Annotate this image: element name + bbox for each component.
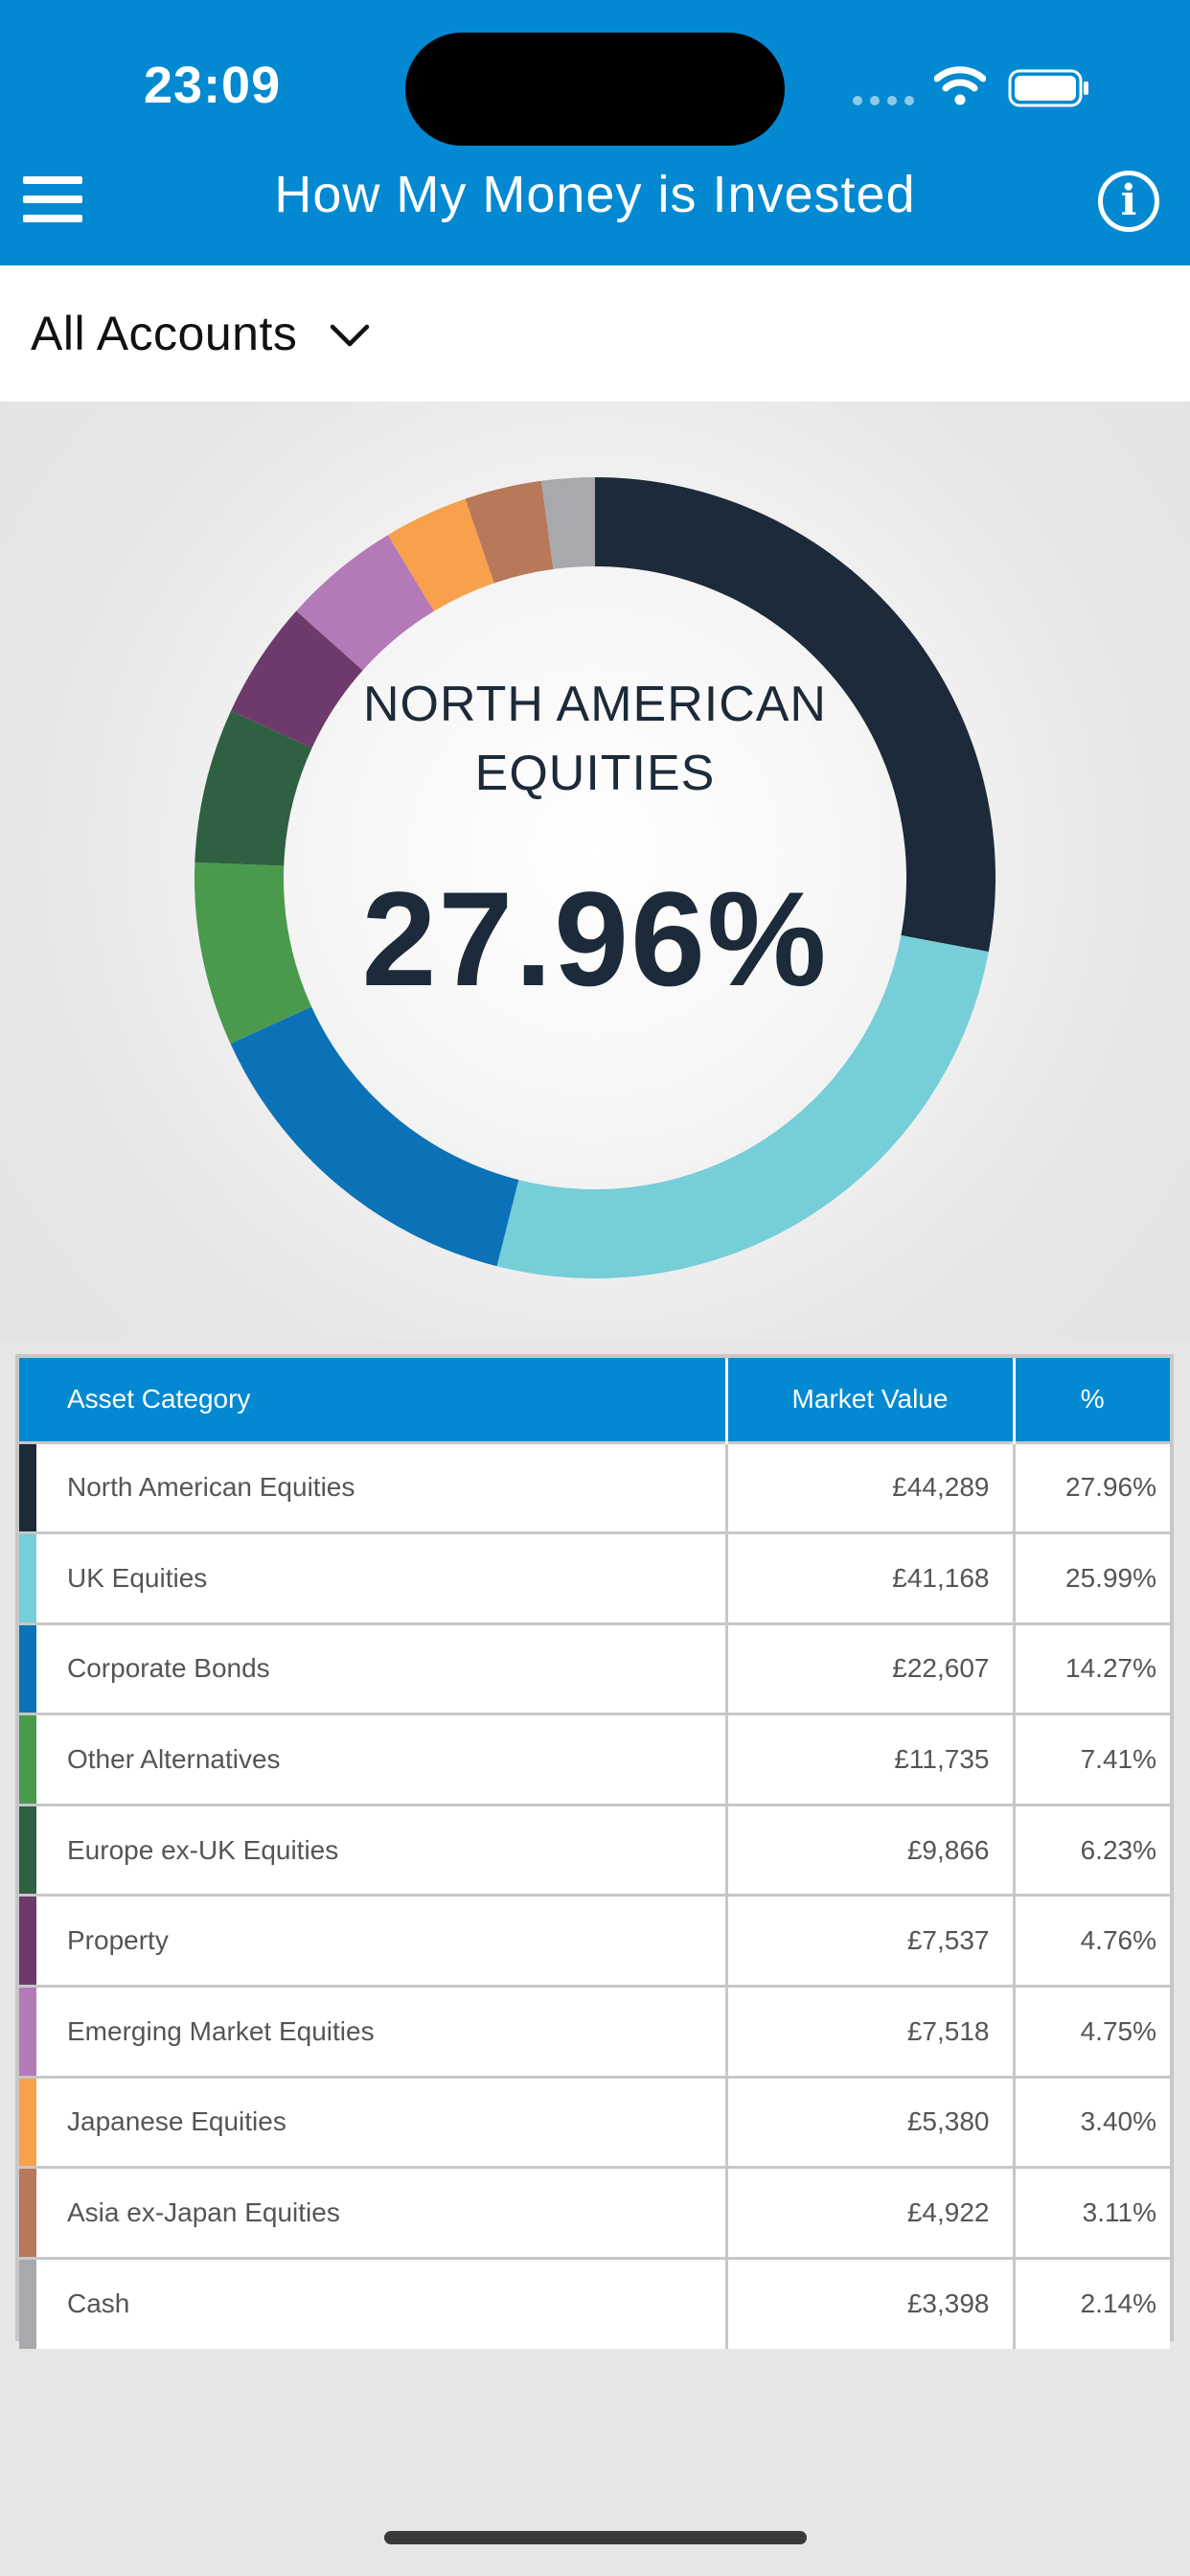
header-percent: % xyxy=(1014,1358,1170,1442)
status-time: 23:09 xyxy=(144,57,282,114)
account-selector-label: All Accounts xyxy=(31,307,298,360)
market-value-cell: £3,398 xyxy=(726,2256,1016,2349)
table-row[interactable]: Cash £3,398 2.14% xyxy=(19,2256,1170,2349)
menu-icon[interactable] xyxy=(23,176,82,222)
chart-center-label: NORTH AMERICAN EQUITIES xyxy=(308,670,882,808)
asset-category-cell: Property xyxy=(19,1894,728,1987)
market-value-cell: £9,866 xyxy=(726,1803,1016,1896)
asset-category-label: North American Equities xyxy=(67,1472,355,1503)
asset-category-cell: Cash xyxy=(19,2256,728,2349)
donut-slice[interactable] xyxy=(296,535,434,671)
asset-category-cell: North American Equities xyxy=(19,1440,728,1533)
chart-center-label-line1: NORTH AMERICAN xyxy=(363,677,827,732)
market-value-cell: £7,518 xyxy=(726,1985,1016,2078)
percent-cell: 4.75% xyxy=(1014,1985,1170,2078)
asset-category-label: Europe ex-UK Equities xyxy=(67,1834,339,1865)
page-title: How My Money is Invested xyxy=(274,166,916,223)
donut-slice[interactable] xyxy=(387,498,494,611)
donut-slice[interactable] xyxy=(540,477,595,569)
donut-slice[interactable] xyxy=(496,934,989,1278)
asset-category-label: Asia ex-Japan Equities xyxy=(67,2197,340,2228)
table-row[interactable]: Emerging Market Equities £7,518 4.75% xyxy=(19,1985,1170,2078)
table-row[interactable]: UK Equities £41,168 25.99% xyxy=(19,1531,1170,1624)
asset-category-label: Other Alternatives xyxy=(67,1744,281,1775)
asset-category-label: Corporate Bonds xyxy=(67,1653,270,1684)
header-asset-category: Asset Category xyxy=(19,1358,728,1442)
donut-slice[interactable] xyxy=(195,710,312,866)
percent-cell: 2.14% xyxy=(1014,2256,1170,2349)
asset-category-cell: Europe ex-UK Equities xyxy=(19,1803,728,1896)
battery-icon xyxy=(1008,69,1088,107)
asset-category-label: Cash xyxy=(67,2288,130,2319)
asset-category-cell: UK Equities xyxy=(19,1531,728,1624)
asset-category-cell: Japanese Equities xyxy=(19,2075,728,2168)
donut-slice[interactable] xyxy=(195,862,312,1045)
percent-cell: 3.11% xyxy=(1014,2166,1170,2259)
table-row[interactable]: Corporate Bonds £22,607 14.27% xyxy=(19,1622,1170,1714)
wifi-icon xyxy=(934,66,986,105)
category-color-swatch xyxy=(19,1624,36,1714)
category-color-swatch xyxy=(19,1988,36,2076)
market-value-cell: £7,537 xyxy=(726,1894,1016,1987)
chart-center-label-line2: EQUITIES xyxy=(474,746,716,801)
asset-category-cell: Asia ex-Japan Equities xyxy=(19,2166,728,2259)
header-market-value: Market Value xyxy=(726,1358,1016,1442)
category-color-swatch xyxy=(19,2169,36,2257)
table-header-row: Asset Category Market Value % xyxy=(19,1358,1170,1442)
market-value-cell: £41,168 xyxy=(726,1531,1016,1624)
table-row[interactable]: Asia ex-Japan Equities £4,922 3.11% xyxy=(19,2166,1170,2259)
percent-cell: 6.23% xyxy=(1014,1803,1170,1896)
market-value-cell: £5,380 xyxy=(726,2075,1016,2168)
table-row[interactable]: Property £7,537 4.76% xyxy=(19,1894,1170,1987)
chevron-down-icon xyxy=(331,324,370,347)
donut-slice[interactable] xyxy=(465,480,554,584)
category-color-swatch xyxy=(19,1806,36,1895)
table-row[interactable]: Europe ex-UK Equities £9,866 6.23% xyxy=(19,1803,1170,1896)
market-value-cell: £11,735 xyxy=(726,1713,1016,1806)
asset-category-label: Property xyxy=(67,1925,169,1956)
donut-chart xyxy=(195,477,995,1278)
donut-slice[interactable] xyxy=(595,477,995,953)
category-color-swatch xyxy=(19,2259,36,2349)
asset-category-cell: Corporate Bonds xyxy=(19,1622,728,1714)
percent-cell: 27.96% xyxy=(1014,1440,1170,1533)
allocation-chart: NORTH AMERICAN EQUITIES 27.96% xyxy=(0,402,1190,1341)
dynamic-island xyxy=(405,33,785,146)
category-color-swatch xyxy=(19,1715,36,1804)
category-color-swatch xyxy=(19,1897,36,1986)
info-icon[interactable]: i xyxy=(1098,171,1159,232)
percent-cell: 4.76% xyxy=(1014,1894,1170,1987)
category-color-swatch xyxy=(19,1443,36,1532)
percent-cell: 7.41% xyxy=(1014,1713,1170,1806)
percent-cell: 14.27% xyxy=(1014,1622,1170,1714)
top-bar: 23:09 How My Money is Invested i xyxy=(0,0,1190,265)
asset-category-cell: Emerging Market Equities xyxy=(19,1985,728,2078)
table-row[interactable]: North American Equities £44,289 27.96% xyxy=(19,1440,1170,1533)
category-color-swatch xyxy=(19,1534,36,1622)
cellular-signal-icon xyxy=(853,96,914,105)
account-selector[interactable]: All Accounts xyxy=(0,265,1190,402)
chart-center-value: 27.96% xyxy=(361,863,829,1014)
donut-slice[interactable] xyxy=(230,1006,519,1267)
percent-cell: 25.99% xyxy=(1014,1531,1170,1624)
market-value-cell: £44,289 xyxy=(726,1440,1016,1533)
asset-category-label: Emerging Market Equities xyxy=(67,2015,375,2046)
asset-category-label: Japanese Equities xyxy=(67,2106,286,2137)
market-value-cell: £22,607 xyxy=(726,1622,1016,1714)
asset-category-cell: Other Alternatives xyxy=(19,1713,728,1806)
allocation-table: Asset Category Market Value % North Amer… xyxy=(15,1354,1174,2349)
asset-category-label: UK Equities xyxy=(67,1562,208,1593)
table-row[interactable]: Other Alternatives £11,735 7.41% xyxy=(19,1713,1170,1806)
percent-cell: 3.40% xyxy=(1014,2075,1170,2168)
home-indicator xyxy=(384,2531,807,2544)
donut-slice[interactable] xyxy=(231,610,363,748)
market-value-cell: £4,922 xyxy=(726,2166,1016,2259)
category-color-swatch xyxy=(19,2078,36,2167)
table-row[interactable]: Japanese Equities £5,380 3.40% xyxy=(19,2075,1170,2168)
